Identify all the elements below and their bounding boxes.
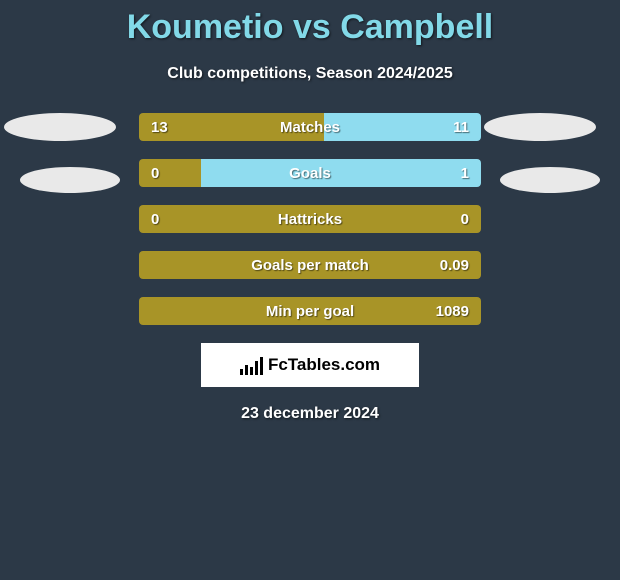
bar-chart-icon (240, 355, 264, 375)
stat-right-value: 1 (461, 159, 469, 187)
player-right-ellipse-1 (484, 113, 596, 141)
stat-label: Goals (139, 159, 481, 187)
player-left-ellipse-2 (20, 167, 120, 193)
subtitle: Club competitions, Season 2024/2025 (0, 65, 620, 83)
stat-label: Min per goal (139, 297, 481, 325)
stat-right-value: 0 (461, 205, 469, 233)
stat-label: Goals per match (139, 251, 481, 279)
stat-row-matches: 13 Matches 11 (139, 113, 481, 141)
attribution-badge: FcTables.com (201, 343, 419, 387)
player-left-ellipse-1 (4, 113, 116, 141)
stat-right-value: 11 (453, 113, 469, 141)
stat-row-goals-per-match: Goals per match 0.09 (139, 251, 481, 279)
player-right-ellipse-2 (500, 167, 600, 193)
page-title: Koumetio vs Campbell (0, 0, 620, 47)
stat-row-goals: 0 Goals 1 (139, 159, 481, 187)
stat-label: Hattricks (139, 205, 481, 233)
stat-right-value: 0.09 (440, 251, 469, 279)
stat-right-value: 1089 (436, 297, 469, 325)
comparison-chart: 13 Matches 11 0 Goals 1 0 Hattricks 0 Go… (0, 113, 620, 423)
attribution-text: FcTables.com (268, 355, 380, 375)
stat-row-min-per-goal: Min per goal 1089 (139, 297, 481, 325)
stat-label: Matches (139, 113, 481, 141)
stat-row-hattricks: 0 Hattricks 0 (139, 205, 481, 233)
date-text: 23 december 2024 (0, 405, 620, 423)
